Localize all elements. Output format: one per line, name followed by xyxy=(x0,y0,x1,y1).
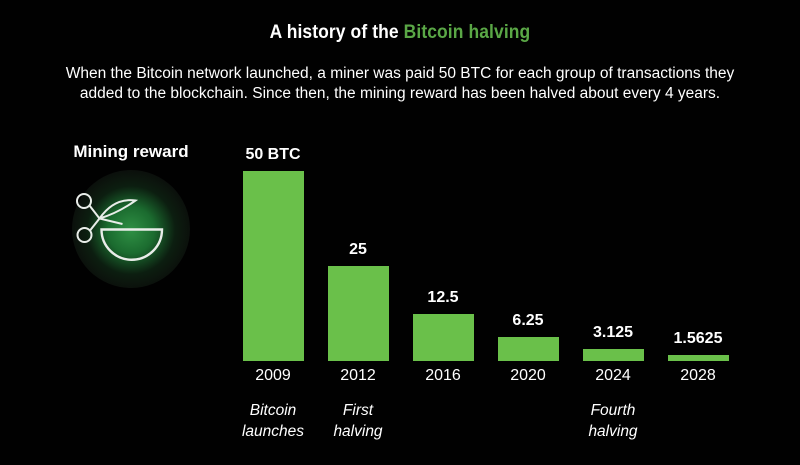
value-label-2016: 12.5 xyxy=(427,288,459,306)
title-prefix: A history of the xyxy=(269,22,404,43)
bar-2024 xyxy=(582,349,644,361)
value-label-2028: 1.5625 xyxy=(673,330,723,348)
annotation-line: halving xyxy=(588,423,638,440)
annotation-line: Fourth xyxy=(590,402,636,419)
annotation-2012: First halving xyxy=(288,400,428,444)
year-label-2020: 2020 xyxy=(510,367,546,384)
legend-label: Mining reward xyxy=(73,142,189,161)
bar-2020 xyxy=(497,337,559,361)
annotation-line: First xyxy=(342,402,374,419)
subtitle-line-1: When the Bitcoin network launched, a min… xyxy=(65,65,735,82)
bar-2016 xyxy=(412,313,474,361)
bar-2009 xyxy=(242,171,304,361)
year-label-2016: 2016 xyxy=(425,367,461,384)
year-label-2009: 2009 xyxy=(255,367,291,384)
page-title: A history of the Bitcoin halving xyxy=(32,22,768,44)
value-label-2009: 50 BTC xyxy=(245,146,301,163)
annotation-2009: Bitcoin launches xyxy=(203,400,343,444)
coin-half-icon xyxy=(100,228,164,261)
subtitle-line-2: added to the blockchain. Since then, the… xyxy=(79,84,721,102)
year-label-2024: 2024 xyxy=(595,367,631,384)
title-highlight: Bitcoin halving xyxy=(403,22,531,43)
annotation-line: Bitcoin xyxy=(249,402,297,419)
scissors-cutting-coin-icon xyxy=(72,170,190,288)
bar-2028 xyxy=(667,355,729,361)
value-label-2012: 25 xyxy=(349,241,367,258)
annotation-2024: Fourth halving xyxy=(543,400,683,444)
value-label-2020: 6.25 xyxy=(512,312,544,330)
subtitle: When the Bitcoin network launched, a min… xyxy=(0,64,800,103)
year-label-2012: 2012 xyxy=(340,367,376,384)
bar-2012 xyxy=(327,266,389,361)
scissors-icon xyxy=(76,193,139,243)
annotation-line: launches xyxy=(241,423,305,440)
year-label-2028: 2028 xyxy=(680,367,716,384)
annotation-line: halving xyxy=(333,423,383,440)
value-label-2024: 3.125 xyxy=(592,324,634,342)
